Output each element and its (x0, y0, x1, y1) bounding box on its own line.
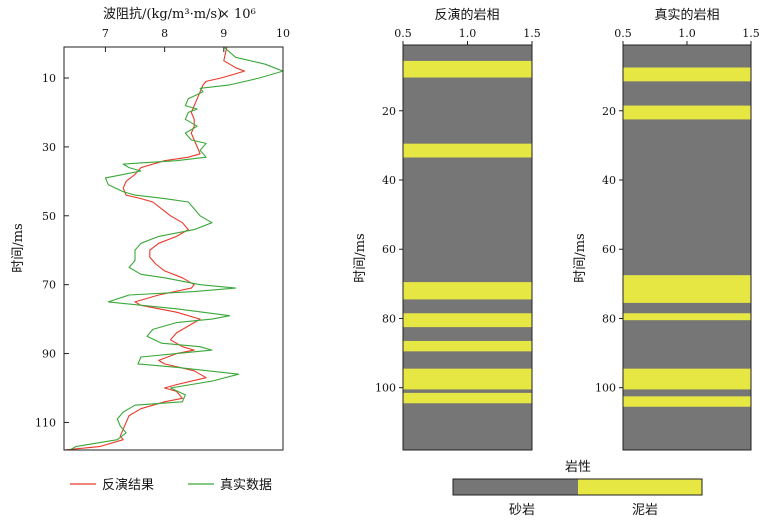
facies-mudstone-band (623, 67, 751, 82)
colorbar-title: 岩性 (565, 460, 591, 475)
facies-mudstone-band (403, 340, 532, 352)
series-line-true (69, 47, 283, 450)
impedance-chart-yticks: 10 30 50 70 90 110 (35, 72, 69, 429)
facies-xtick-label: 0.5 (614, 27, 632, 40)
impedance-chart-frame (63, 46, 284, 451)
colorbar-swatch-mudstone (578, 479, 702, 495)
facies-ytick-label: 60 (602, 243, 616, 256)
impedance-chart-xlabel-exponent: × 10⁶ (219, 7, 256, 22)
colorbar-label-mudstone: 泥岩 (632, 503, 658, 518)
facies-ytick-label: 100 (595, 382, 616, 395)
impedance-chart-ylabel: 时间/ms (11, 223, 26, 272)
impedance-ytick-label: 50 (42, 210, 56, 223)
inverted-facies-title: 反演的岩相 (434, 7, 499, 23)
true-facies-plot: 0.5 1.0 1.5 20 40 60 80 100 (595, 27, 760, 451)
facies-mudstone-band (623, 105, 751, 120)
impedance-chart: 波阻抗/(kg/m³·m/s) × 10⁶ 时间/ms 7 8 9 10 10 30 50… (11, 7, 290, 493)
colorbar-label-sandstone: 砂岩 (509, 503, 535, 518)
facies-ytick-label: 100 (375, 382, 396, 395)
facies-xtick-label: 1.5 (742, 27, 760, 40)
impedance-chart-series (64, 47, 283, 450)
facies-ytick-label: 80 (382, 312, 396, 325)
true-facies-title: 真实的岩相 (654, 7, 719, 23)
facies-ytick-label: 80 (602, 312, 616, 325)
inverted-facies-chart: 反演的岩相 时间/ms 0.5 1.0 1.5 20 40 60 80 100 (353, 7, 541, 451)
colorbar-frame (452, 478, 703, 496)
inverted-facies-ylabel: 时间/ms (353, 233, 368, 282)
lithology-colorbar: 岩性 砂岩 泥岩 (452, 460, 703, 518)
facies-mudstone-band (403, 282, 532, 300)
true-facies-ylabel: 时间/ms (573, 233, 588, 282)
facies-mudstone-band (403, 392, 532, 404)
facies-mudstone-band (623, 396, 751, 407)
facies-xtick-label: 1.5 (523, 27, 541, 40)
impedance-ytick-label: 30 (42, 141, 56, 154)
impedance-chart-xlabel: 波阻抗/(kg/m³·m/s) (103, 7, 222, 22)
impedance-chart-legend: 反演结果 真实数据 (70, 477, 272, 493)
facies-xtick-label: 1.0 (678, 27, 696, 40)
legend-label-true: 真实数据 (220, 478, 272, 493)
legend-label-inversion: 反演结果 (102, 477, 154, 493)
facies-ytick-label: 60 (382, 243, 396, 256)
impedance-ytick-label: 90 (42, 348, 56, 361)
facies-xtick-label: 1.0 (459, 27, 477, 40)
impedance-xtick-label: 10 (276, 27, 290, 40)
series-line-inversion (64, 47, 246, 450)
facies-ytick-label: 20 (602, 105, 616, 118)
impedance-chart-xticks: 7 8 9 10 (102, 27, 290, 52)
inverted-facies-plot: 0.5 1.0 1.5 20 40 60 80 100 (375, 27, 541, 451)
facies-mudstone-band (403, 368, 532, 390)
facies-mudstone-band (403, 143, 532, 158)
facies-mudstone-band (623, 275, 751, 303)
impedance-ytick-label: 110 (35, 416, 56, 429)
facies-mudstone-band (623, 313, 751, 321)
facies-xtick-label: 0.5 (394, 27, 412, 40)
facies-mudstone-band (403, 313, 532, 328)
impedance-xtick-label: 7 (102, 27, 109, 40)
facies-ytick-label: 40 (602, 174, 616, 187)
impedance-ytick-label: 70 (42, 279, 56, 292)
true-facies-chart: 真实的岩相 时间/ms 0.5 1.0 1.5 20 40 60 80 100 (573, 7, 760, 451)
facies-mudstone-band (403, 60, 532, 78)
impedance-xtick-label: 8 (161, 27, 168, 40)
impedance-xtick-label: 9 (220, 27, 227, 40)
facies-ytick-label: 20 (382, 105, 396, 118)
colorbar-swatch-sandstone (453, 479, 578, 495)
impedance-ytick-label: 10 (42, 72, 56, 85)
facies-ytick-label: 40 (382, 174, 396, 187)
facies-mudstone-band (623, 368, 751, 390)
